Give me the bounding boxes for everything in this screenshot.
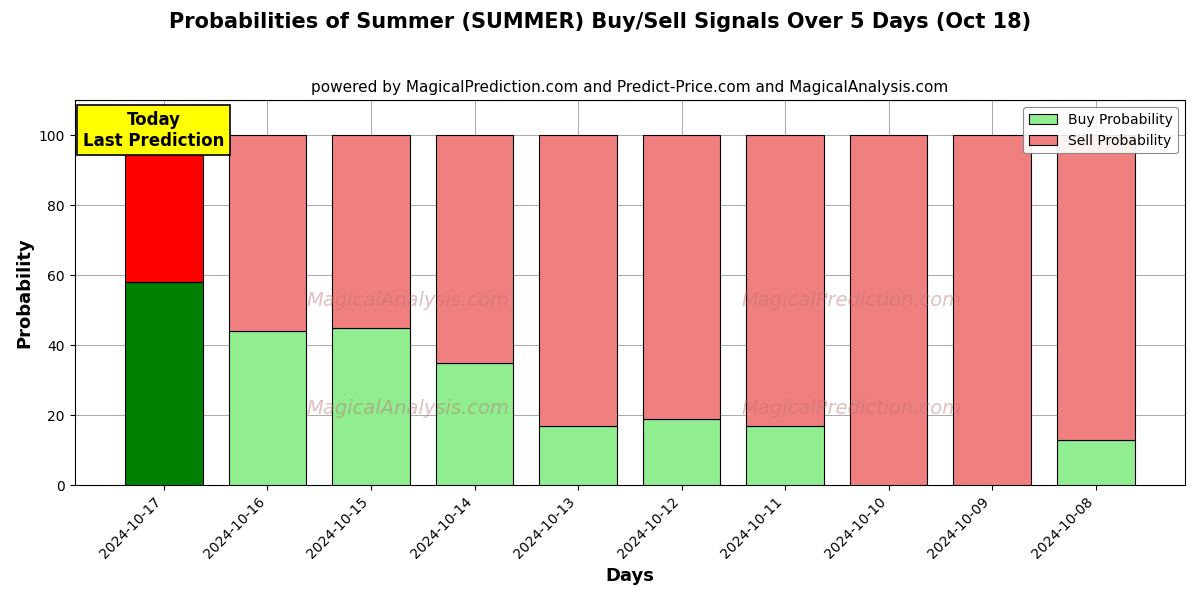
Bar bbox=[125, 136, 203, 282]
Bar bbox=[539, 425, 617, 485]
Bar bbox=[332, 328, 410, 485]
Text: MagicalAnalysis.com: MagicalAnalysis.com bbox=[306, 398, 509, 418]
Bar bbox=[643, 136, 720, 419]
Title: powered by MagicalPrediction.com and Predict-Price.com and MagicalAnalysis.com: powered by MagicalPrediction.com and Pre… bbox=[311, 80, 948, 95]
Legend: Buy Probability, Sell Probability: Buy Probability, Sell Probability bbox=[1024, 107, 1178, 154]
Bar bbox=[436, 363, 514, 485]
Bar bbox=[539, 136, 617, 425]
Bar bbox=[125, 282, 203, 485]
Text: Probabilities of Summer (SUMMER) Buy/Sell Signals Over 5 Days (Oct 18): Probabilities of Summer (SUMMER) Buy/Sel… bbox=[169, 12, 1031, 32]
Text: MagicalPrediction.com: MagicalPrediction.com bbox=[742, 398, 962, 418]
Text: Today
Last Prediction: Today Last Prediction bbox=[83, 111, 224, 149]
Bar bbox=[229, 331, 306, 485]
Bar bbox=[229, 136, 306, 331]
Bar bbox=[953, 136, 1031, 485]
Bar bbox=[746, 136, 824, 425]
Text: MagicalPrediction.com: MagicalPrediction.com bbox=[742, 291, 962, 310]
Bar bbox=[643, 419, 720, 485]
Y-axis label: Probability: Probability bbox=[16, 238, 34, 348]
Text: MagicalAnalysis.com: MagicalAnalysis.com bbox=[306, 291, 509, 310]
X-axis label: Days: Days bbox=[605, 567, 654, 585]
Bar bbox=[1057, 440, 1134, 485]
Bar bbox=[332, 136, 410, 328]
Bar bbox=[436, 136, 514, 363]
Bar bbox=[746, 425, 824, 485]
Bar bbox=[1057, 136, 1134, 440]
Bar bbox=[850, 136, 928, 485]
